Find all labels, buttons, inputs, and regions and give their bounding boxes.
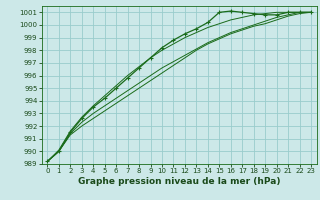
X-axis label: Graphe pression niveau de la mer (hPa): Graphe pression niveau de la mer (hPa) [78, 177, 280, 186]
